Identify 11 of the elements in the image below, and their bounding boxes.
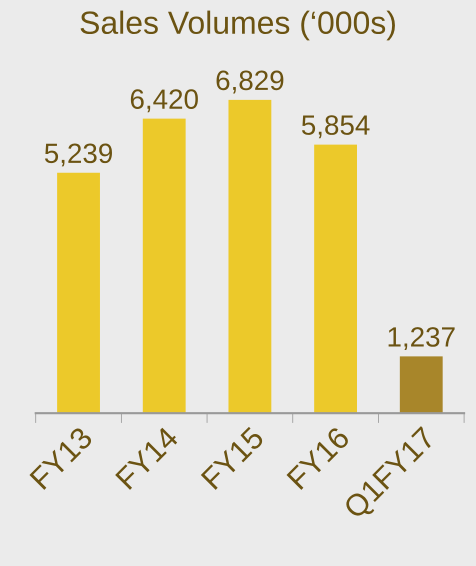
bar [228,100,272,414]
data-label: 6,829 [216,70,284,94]
bar [400,356,443,414]
bar [57,172,100,414]
data-label: 1,237 [388,327,455,350]
bar [142,118,186,414]
data-label: 6,420 [130,89,198,112]
data-label: 5,239 [44,143,112,166]
data-label: 5,854 [302,115,370,138]
bar [314,144,357,414]
chart-title: Sales Volumes (‘000s) [80,10,395,40]
